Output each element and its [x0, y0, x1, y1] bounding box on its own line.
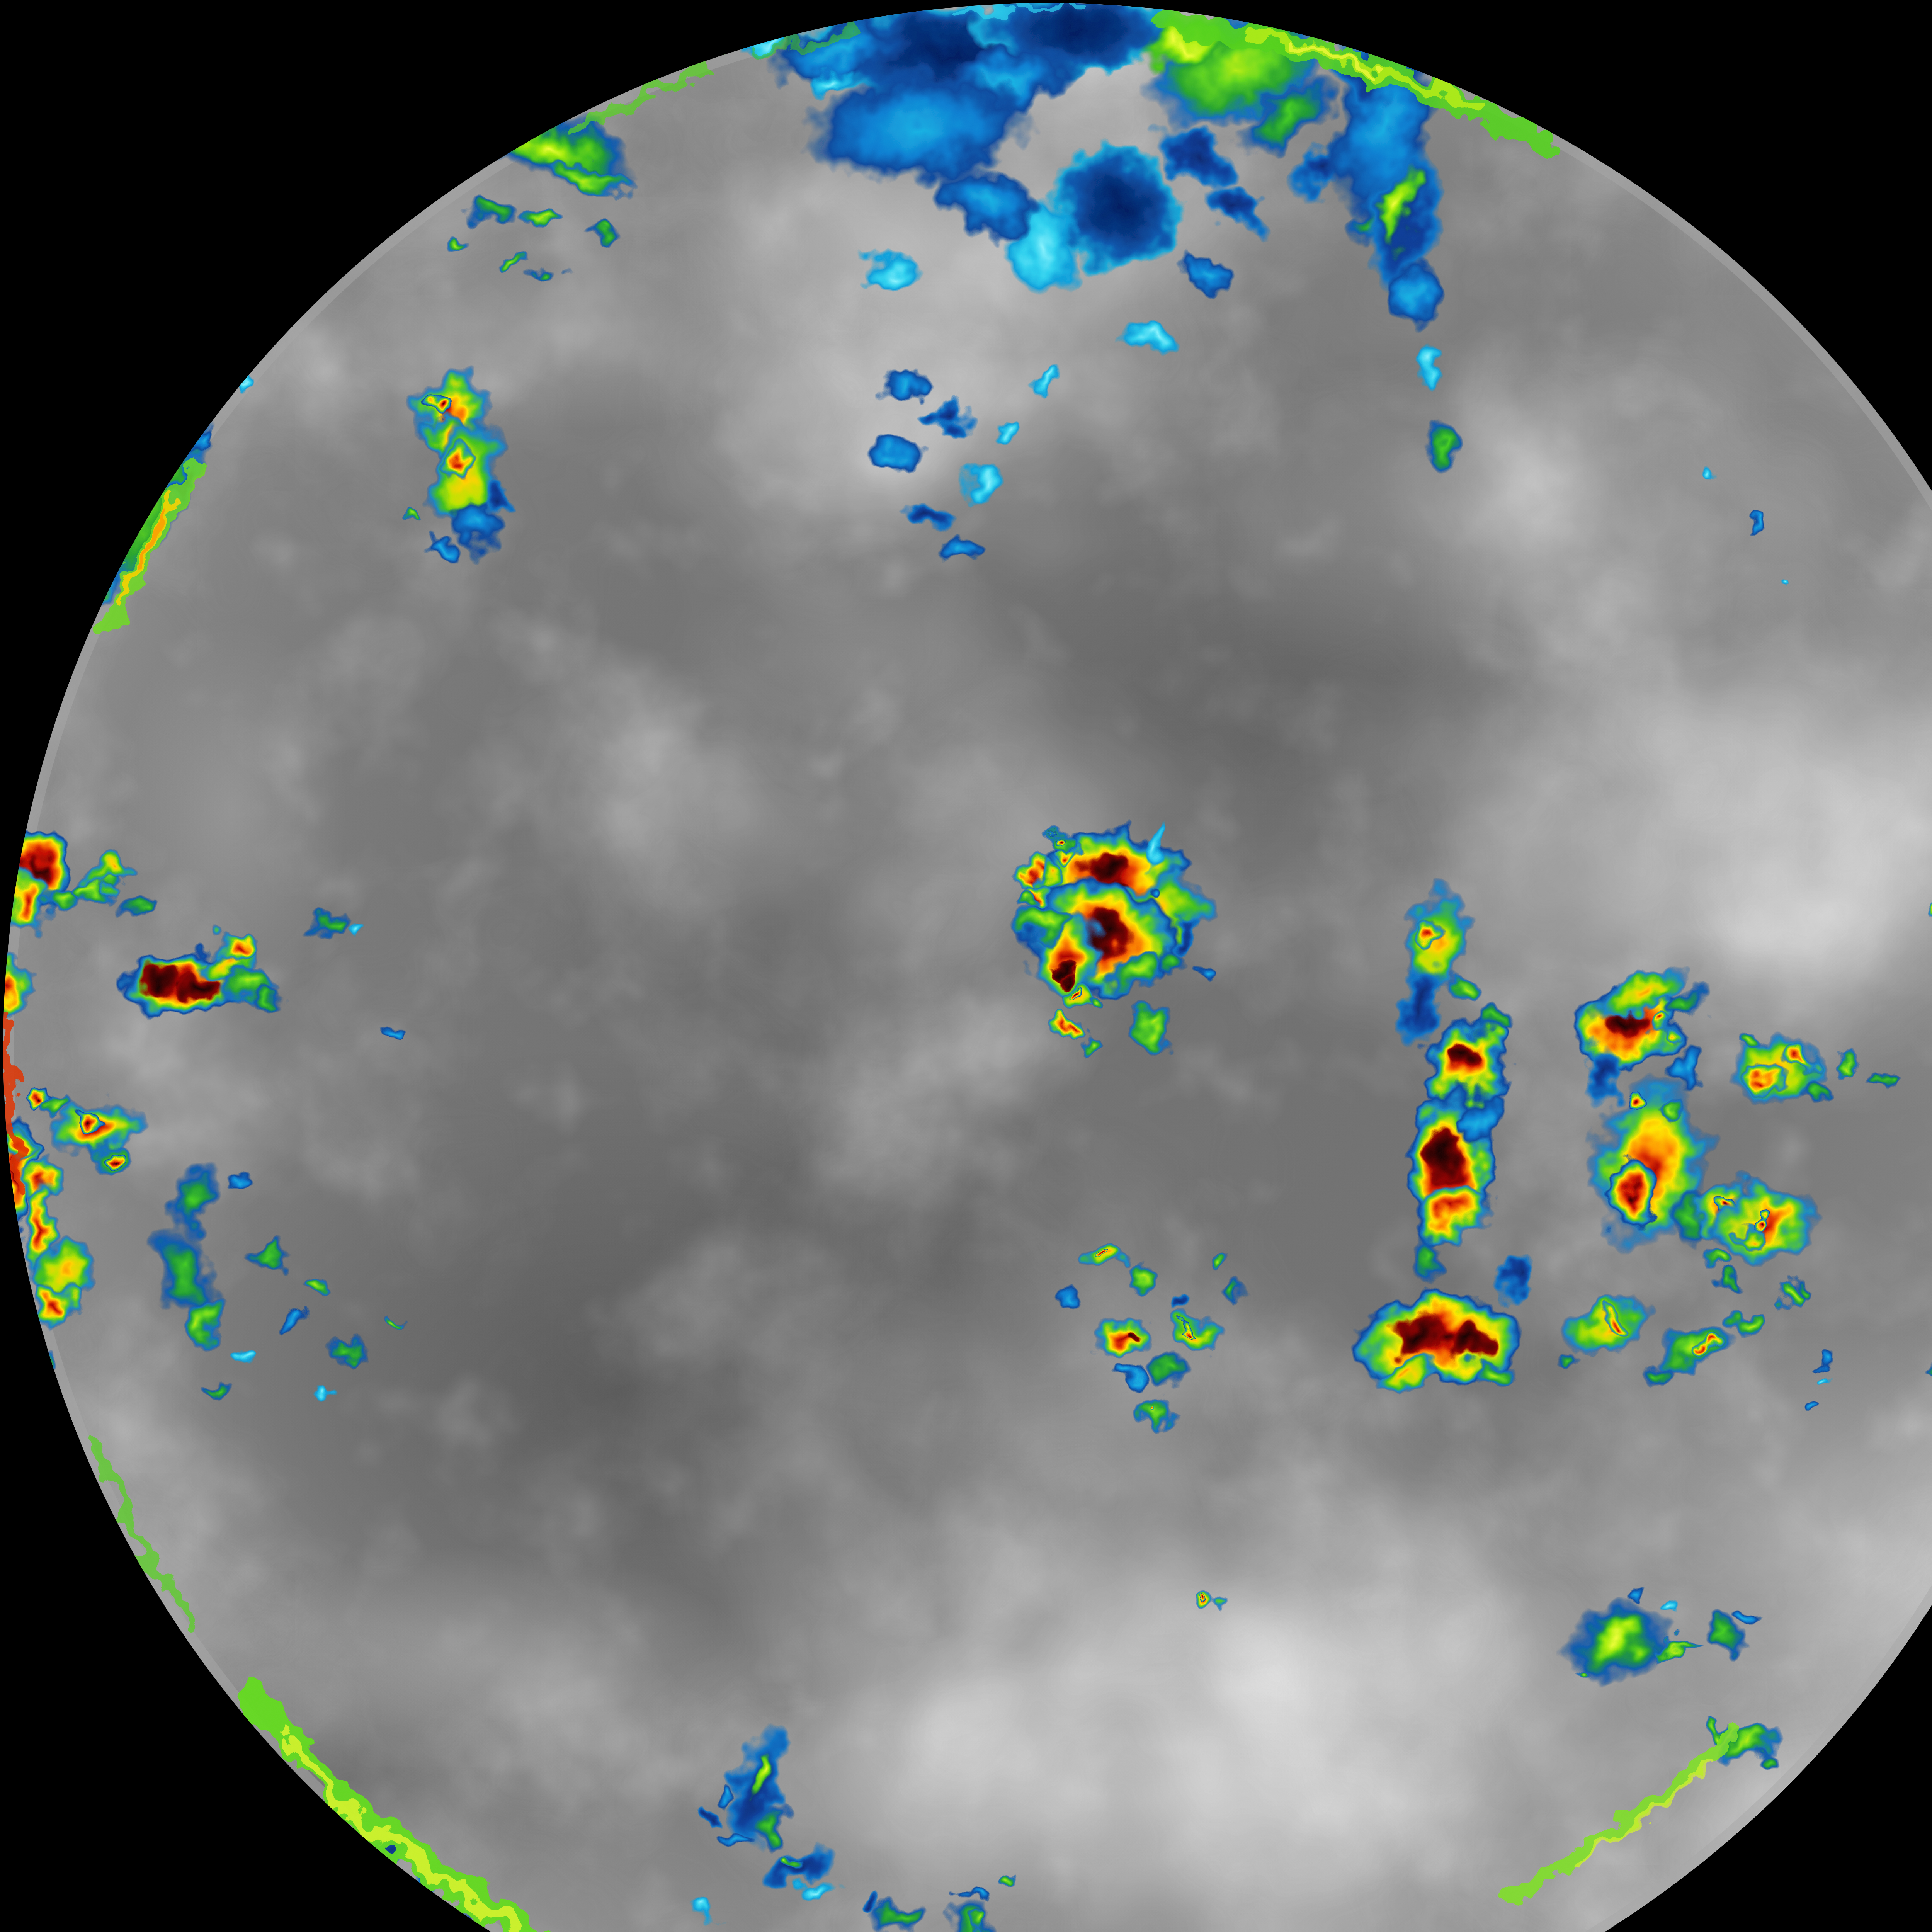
- earth-ir-satellite-view: [0, 0, 1932, 1932]
- satellite-image-canvas: [0, 0, 1932, 1932]
